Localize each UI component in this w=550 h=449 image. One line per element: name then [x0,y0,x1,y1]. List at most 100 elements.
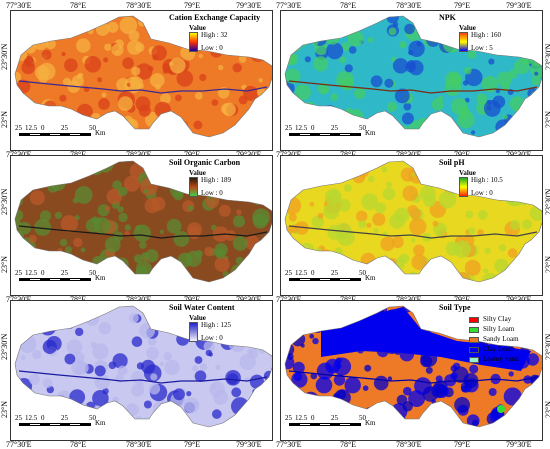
latitude-tick: 23°30'N [0,43,9,70]
texture-patch [258,78,263,83]
texture-patch [63,255,71,263]
texture-patch [531,35,538,42]
texture-patch [259,341,267,349]
texture-patch [159,229,164,234]
scale-label: 25 [331,414,338,422]
texture-patch [333,374,346,386]
texture-patch [429,27,439,37]
texture-patch [362,385,369,391]
texture-patch [422,386,439,402]
texture-patch [401,112,414,125]
texture-patch [328,189,342,203]
texture-patch [150,170,164,183]
texture-patch [251,266,265,280]
texture-patch [299,242,315,258]
texture-patch [317,212,324,219]
texture-patch [124,230,130,237]
texture-patch [211,99,219,106]
texture-patch [520,423,528,427]
texture-patch [324,424,337,427]
texture-patch [141,252,150,261]
texture-patch [49,161,61,171]
texture-patch [85,311,100,326]
texture-patch [139,322,155,339]
texture-patch [210,383,217,389]
texture-patch [298,105,312,119]
texture-patch [510,219,521,231]
texture-patch [89,139,93,143]
texture-patch [302,26,309,33]
texture-patch [486,105,492,111]
texture-patch [472,419,479,427]
texture-patch [135,225,142,231]
texture-patch [18,335,37,353]
texture-patch [141,277,148,282]
texture-patch [52,175,61,184]
latitude-tick: 23°N [544,111,550,128]
region-outline [14,15,272,138]
texture-patch [175,94,182,102]
texture-patch [408,390,425,407]
texture-patch [259,124,267,132]
texture-patch [67,322,74,329]
texture-patch [432,280,439,282]
texture-patch [394,88,410,104]
texture-patch [224,281,229,282]
texture-patch [148,131,154,137]
texture-patch [444,319,450,325]
texture-patch [187,222,202,238]
texture-patch [127,39,142,55]
texture-patch [527,29,539,42]
texture-patch [29,374,40,385]
silty-loam-patch [497,405,505,413]
texture-patch [420,280,426,282]
texture-patch [446,273,463,282]
texture-patch [186,391,192,397]
texture-patch [302,111,312,121]
texture-patch [339,56,347,64]
river-line [288,370,538,384]
legend-swatch [469,317,479,323]
texture-patch [27,427,31,431]
texture-patch [27,248,34,255]
longitude-tick: 78°30'E [396,295,422,304]
scale-label: 25 [61,124,68,132]
texture-patch [288,55,294,62]
texture-patch [240,323,246,329]
texture-patch [232,63,242,73]
texture-patch [531,120,536,125]
texture-patch [425,320,430,326]
scale-label: 25 [331,269,338,277]
texture-patch [135,265,147,278]
texture-patch [49,174,66,191]
scale-label: 50 [359,124,366,132]
texture-patch [304,56,311,63]
texture-patch [367,37,374,43]
texture-patch [241,306,258,322]
longitude-tick: 78°E [70,150,86,159]
texture-patch [59,94,67,102]
longitude-tick: 77°30'E [276,295,302,304]
texture-patch [484,247,491,255]
texture-patch [146,346,160,360]
texture-patch [168,273,175,280]
legend-class-label: Silty Loam [483,325,515,333]
texture-patch [406,271,420,282]
texture-patch [261,161,272,173]
texture-patch [339,426,348,427]
texture-patch [324,29,340,45]
texture-patch [344,64,353,73]
texture-patch [373,228,379,234]
texture-patch [436,268,444,276]
texture-patch [49,415,57,423]
texture-patch [429,412,446,427]
map-canvas [14,160,272,283]
texture-patch [523,269,532,278]
longitude-tick: 79°30'E [506,295,532,304]
texture-patch [496,71,512,87]
texture-patch [454,397,470,413]
latitude-tick: 23°30'N [544,333,550,360]
texture-patch [287,115,297,125]
texture-patch [430,403,442,415]
texture-patch [177,252,193,268]
